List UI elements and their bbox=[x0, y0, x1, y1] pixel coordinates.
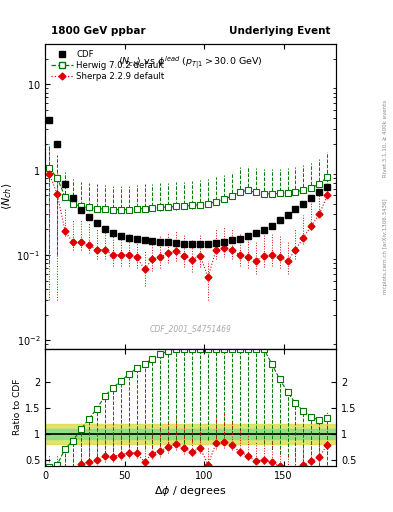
Text: mcplots.cern.ch [arXiv:1306.3436]: mcplots.cern.ch [arXiv:1306.3436] bbox=[383, 198, 388, 293]
X-axis label: $\Delta\phi$ / degrees: $\Delta\phi$ / degrees bbox=[154, 483, 227, 498]
Bar bbox=[45, 423, 336, 444]
Text: Underlying Event: Underlying Event bbox=[229, 26, 330, 36]
Y-axis label: $\langle N_{ch}\rangle$: $\langle N_{ch}\rangle$ bbox=[0, 182, 14, 210]
Text: Rivet 3.1.10, ≥ 400k events: Rivet 3.1.10, ≥ 400k events bbox=[383, 100, 388, 177]
Text: $\langle N_{ch}\rangle$ vs $\phi^{lead}$ ($p_{T|1} > 30.0$ GeV): $\langle N_{ch}\rangle$ vs $\phi^{lead}$… bbox=[118, 54, 263, 71]
Bar bbox=[45, 429, 336, 439]
Y-axis label: Ratio to CDF: Ratio to CDF bbox=[13, 379, 22, 435]
Text: 1800 GeV ppbar: 1800 GeV ppbar bbox=[51, 26, 146, 36]
Legend: CDF, Herwig 7.0.2 default, Sherpa 2.2.9 default: CDF, Herwig 7.0.2 default, Sherpa 2.2.9 … bbox=[50, 48, 166, 82]
Text: CDF_2001_S4751469: CDF_2001_S4751469 bbox=[150, 324, 231, 333]
